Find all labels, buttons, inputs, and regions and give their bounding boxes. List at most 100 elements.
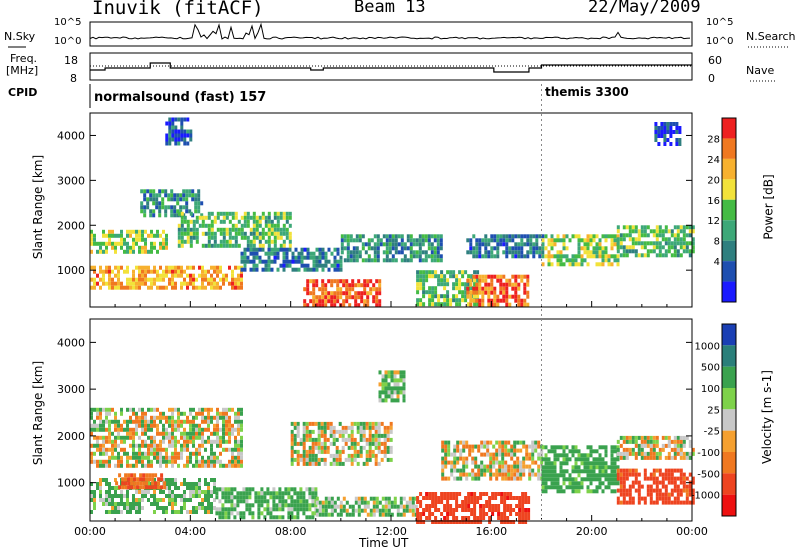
velocity-cell — [428, 508, 432, 512]
velocity-cell — [221, 487, 225, 492]
velocity-colorbar-tick: 1000 — [695, 341, 720, 352]
velocity-cell — [144, 490, 147, 494]
velocity-cell — [204, 427, 207, 432]
velocity-cell — [625, 492, 629, 497]
velocity-cell — [198, 427, 201, 432]
power-cell — [132, 245, 135, 250]
power-cell — [443, 274, 447, 279]
velocity-cell — [491, 496, 495, 500]
velocity-cell — [186, 463, 189, 468]
velocity-cell — [165, 494, 168, 498]
velocity-cell — [153, 490, 156, 494]
velocity-cell — [227, 491, 231, 496]
power-cell — [511, 286, 515, 291]
power-cell — [652, 249, 656, 254]
power-cell — [428, 290, 432, 295]
velocity-cell — [577, 449, 581, 454]
velocity-cell — [384, 378, 388, 383]
velocity-cell — [198, 486, 201, 490]
velocity-cell — [311, 429, 315, 434]
velocity-cell — [384, 394, 388, 399]
velocity-cell — [227, 495, 231, 500]
velocity-cell — [150, 415, 153, 420]
velocity-cell — [381, 374, 385, 379]
velocity-cell — [441, 464, 445, 469]
velocity-cell — [503, 508, 507, 512]
power-cell — [246, 223, 250, 228]
power-cell — [481, 302, 485, 307]
power-cell — [422, 294, 426, 299]
power-cell — [180, 117, 184, 122]
velocity-cell — [126, 502, 129, 506]
velocity-cell — [673, 443, 677, 448]
velocity-cell — [120, 463, 123, 468]
velocity-cell — [189, 423, 192, 428]
velocity-cell — [544, 481, 548, 486]
velocity-cell — [652, 480, 656, 485]
power-cell — [487, 298, 491, 303]
power-cell — [141, 265, 144, 270]
velocity-cell — [99, 427, 102, 432]
power-cell — [252, 255, 256, 260]
power-cell — [361, 246, 365, 251]
velocity-cell — [198, 506, 201, 510]
power-cell — [237, 219, 241, 224]
power-cell — [622, 233, 626, 238]
velocity-cell — [228, 435, 231, 440]
power-cell — [234, 223, 238, 228]
power-cell — [219, 219, 223, 224]
power-cell — [225, 243, 229, 248]
velocity-cell — [649, 451, 653, 456]
velocity-cell — [114, 415, 117, 420]
velocity-cell — [245, 499, 249, 504]
velocity-cell — [390, 512, 394, 517]
velocity-cell — [477, 464, 481, 469]
power-cell — [168, 141, 172, 146]
velocity-cell — [359, 453, 363, 458]
power-cell — [210, 223, 214, 228]
velocity-cell — [93, 502, 96, 506]
velocity-cell — [631, 496, 635, 501]
velocity-cell — [117, 451, 120, 456]
velocity-cell — [664, 476, 668, 481]
power-cell — [493, 238, 497, 243]
power-cell — [143, 205, 147, 210]
velocity-cell — [574, 465, 578, 470]
nsearch-tick-low: 10^0 — [706, 36, 734, 47]
power-cell — [517, 294, 521, 299]
power-cell — [237, 231, 241, 236]
power-cell — [120, 229, 123, 234]
velocity-cell — [613, 457, 617, 462]
power-cell — [180, 239, 184, 244]
power-cell — [658, 253, 662, 258]
power-cell — [664, 237, 668, 242]
power-cell — [168, 129, 172, 134]
velocity-cell — [342, 504, 346, 509]
power-colorbar-tick: 16 — [707, 196, 720, 207]
power-cell — [431, 270, 435, 275]
power-cell — [541, 250, 545, 255]
power-cell — [529, 250, 533, 255]
velocity-cell — [290, 449, 294, 454]
power-cell — [461, 298, 465, 303]
power-cell — [385, 258, 389, 263]
power-cell — [348, 287, 352, 292]
velocity-cell — [649, 439, 653, 444]
velocity-cell — [498, 464, 502, 469]
power-cell — [234, 277, 237, 282]
velocity-cell — [102, 423, 105, 428]
velocity-cell — [195, 506, 198, 510]
power-cell — [336, 259, 340, 264]
power-cell — [243, 235, 247, 240]
velocity-cell — [318, 512, 322, 517]
power-cell — [129, 245, 132, 250]
velocity-cell — [652, 468, 656, 473]
power-cell — [628, 229, 632, 234]
power-cell — [660, 134, 664, 138]
velocity-cell — [207, 490, 210, 494]
velocity-cell — [204, 407, 207, 412]
velocity-cell — [120, 423, 123, 428]
velocity-cell — [425, 496, 429, 500]
power-cell — [382, 234, 386, 239]
velocity-cell — [350, 421, 354, 426]
